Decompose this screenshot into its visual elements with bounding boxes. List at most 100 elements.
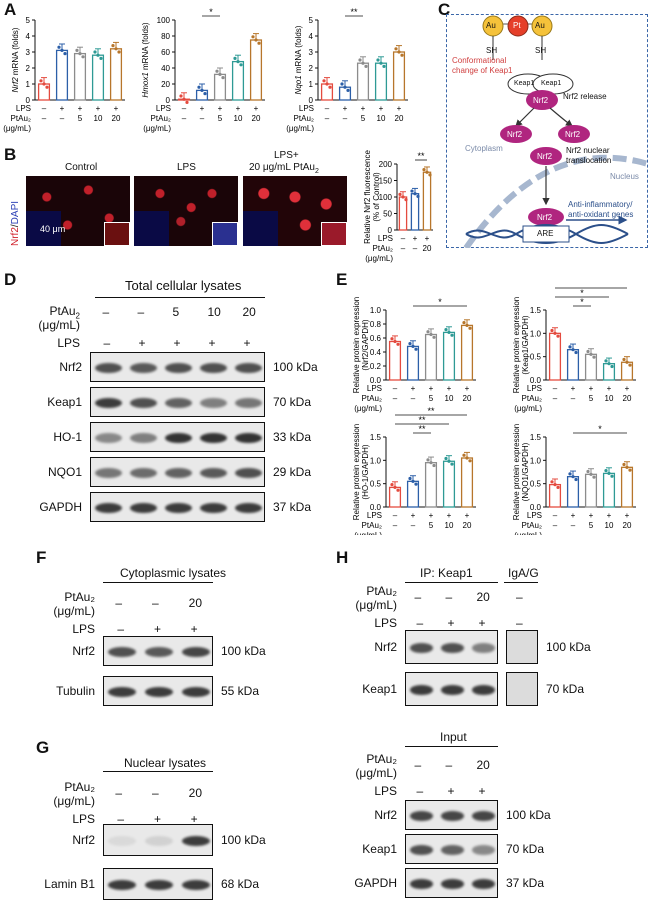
panel-h-input-band (409, 879, 434, 889)
chart-a3-ylabel: Nqo1 mRNA (folds) (294, 25, 303, 94)
panel-h-input-lps-label: LPS (374, 784, 397, 798)
chart-e1-point (447, 330, 451, 334)
panel-f-band (145, 687, 173, 697)
chart-a1-point (81, 55, 85, 59)
panel-g-ptau-label: PtAu₂ (64, 780, 95, 794)
panel-g-band (108, 836, 137, 846)
chart-e4-point (628, 468, 632, 472)
chart-b-ytick: 50 (383, 210, 392, 219)
panel-g-blot-nrf2 (103, 824, 213, 856)
panel-h-input-kda: 70 kDa (506, 842, 545, 856)
panel-h-input-band (471, 845, 496, 855)
chart-b-ylabel: Relative Nrf2 fluorescence (363, 150, 372, 244)
chart-a1-ylabel: Nrf2 mRNA (folds) (11, 27, 20, 92)
panel-g-lps-value: – (117, 812, 125, 826)
chart-e2-cond-val: – (553, 384, 558, 393)
panel-f-ptau-value: – (115, 596, 123, 610)
panel-f-unit-label: (μg/mL) (53, 604, 95, 618)
chart-e2-cond-val: 20 (623, 394, 632, 403)
chart-e1-point (396, 342, 400, 346)
panel-d-ptau-value: 10 (207, 305, 221, 319)
chart-e1-bar (460, 324, 474, 381)
panel-h-igag: IgA/G (508, 566, 539, 580)
chart-b-cond-val: 20 (423, 244, 432, 253)
panel-f-lps-value: + (190, 622, 198, 636)
panel-g-ptau-value: 20 (188, 786, 203, 800)
chart-a3-point (382, 64, 386, 68)
chart-a3-point (400, 53, 404, 57)
chart-e4-ytick: 1.0 (530, 456, 542, 465)
panel-d-band (130, 363, 157, 373)
chart-a3-point (340, 82, 344, 86)
panel-d-kda: 100 kDa (273, 360, 318, 374)
chart-e3-cond-val: – (393, 521, 398, 530)
chart-e2-point (550, 328, 554, 333)
chart-a1-point (99, 56, 103, 61)
chart-e2-cond-label: PtAu₂ (522, 394, 542, 403)
chart-e4-point (556, 485, 560, 489)
chart-a1-cond-val: 20 (112, 114, 121, 123)
chart-a2-point (257, 41, 261, 45)
chart-e4-point (622, 462, 626, 467)
chart-e4-point (607, 471, 611, 475)
panel-d-blot-keap1 (90, 387, 265, 417)
chart-a3-point (358, 58, 362, 62)
chart-b-point (413, 192, 417, 196)
panel-h-ip-ptau-value: 20 (476, 590, 490, 604)
chart-e2-ytick: 0.0 (530, 376, 542, 385)
chart-a3-sig-mark: ** (350, 8, 358, 17)
chart-e4-point (589, 472, 593, 476)
chart-e3-ylabel: (HO-1/GAPDH) (361, 444, 370, 499)
nrf2-label-nuclear: Nrf2 (537, 213, 553, 222)
chart-a1-point (63, 52, 67, 56)
chart-e4-point (592, 475, 596, 479)
panel-g-band (181, 880, 210, 890)
chart-a2-point (203, 92, 207, 96)
chart-e3-point (432, 463, 436, 468)
chart-e3-ytick: 1.0 (370, 456, 382, 465)
chart-e3-point (396, 488, 400, 492)
panel-g-ptau-value: – (152, 786, 159, 800)
chart-a3-point (397, 50, 401, 54)
chart-e3-cond-val: 5 (429, 521, 434, 530)
panel-d-band (95, 398, 122, 408)
chart-a1-ytick: 4 (26, 32, 31, 41)
chart-e1-point (465, 323, 469, 327)
chart-e3-cond-val: + (465, 511, 470, 520)
schematic-mechanism (463, 15, 648, 248)
panel-g-unit-label: (μg/mL) (53, 794, 95, 808)
chart-a2-ytick: 80 (161, 32, 170, 41)
chart-e2-bar (548, 332, 562, 381)
panel-h-input-blot-nrf2 (405, 800, 498, 830)
translocation-label-2: translocation (566, 156, 612, 165)
chart-a3-cond-val: 5 (361, 114, 366, 123)
chart-a3-cond-label: PtAu₂ (294, 114, 314, 123)
chart-e2-unit: (μg/mL) (514, 404, 542, 413)
chart-a3-ytick: 4 (309, 32, 314, 41)
chart-e3-point (414, 482, 418, 486)
panel-h-ip-band (471, 643, 496, 653)
chart-a2-cond-val: – (200, 114, 205, 123)
chart-e3-cond-val: – (393, 511, 398, 520)
panel-h-ip-band (471, 685, 496, 695)
chart-a1-cond-val: + (96, 104, 101, 113)
chart-e1-ylabel: (Nrf2/GAPDH) (361, 319, 370, 370)
chart-e2-ytick: 1.0 (530, 329, 542, 338)
chart-e3-point (447, 459, 451, 463)
chart-b-ytick: 0 (388, 226, 393, 235)
panel-d-row-label: Keap1 (47, 395, 82, 409)
panel-d-band (165, 433, 192, 443)
chart-e1-point (390, 337, 394, 341)
chart-e3-cond-val: 10 (445, 521, 454, 530)
chart-a1-point (78, 52, 82, 56)
panel-h-input-ptau-value: 20 (476, 758, 490, 772)
panel-g-band (145, 836, 173, 846)
chart-a1-ytick: 5 (26, 16, 31, 25)
panel-label-d: D (4, 270, 17, 289)
chart-e3-ylabel: Relative protein expression (352, 424, 361, 521)
conformational-label-1: Conformational (452, 56, 507, 65)
chart-a2-bar (231, 60, 245, 101)
chart-e3-bar (460, 457, 474, 508)
chart-b-point (410, 189, 414, 193)
